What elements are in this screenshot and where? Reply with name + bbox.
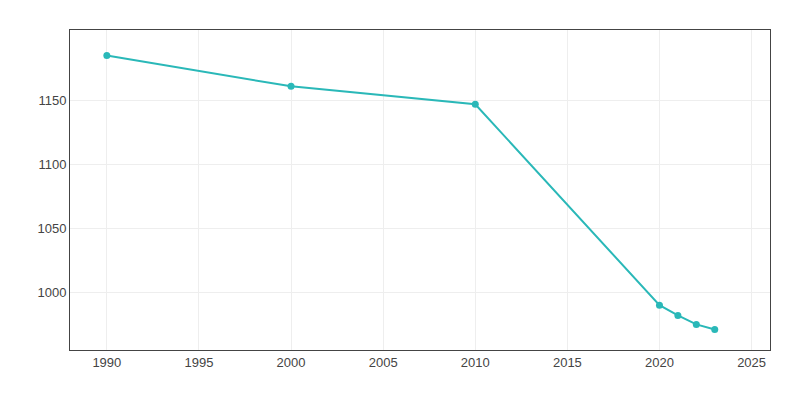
svg-text:2025: 2025	[737, 355, 766, 370]
svg-text:1990: 1990	[92, 355, 121, 370]
svg-text:1050: 1050	[37, 221, 66, 236]
svg-text:1995: 1995	[184, 355, 213, 370]
svg-text:1150: 1150	[38, 93, 66, 108]
svg-text:2000: 2000	[277, 355, 306, 370]
svg-text:2020: 2020	[645, 355, 674, 370]
svg-text:2010: 2010	[461, 355, 490, 370]
svg-text:2005: 2005	[369, 355, 398, 370]
svg-text:2015: 2015	[553, 355, 582, 370]
svg-text:1100: 1100	[38, 157, 66, 172]
svg-text:1000: 1000	[37, 285, 66, 300]
